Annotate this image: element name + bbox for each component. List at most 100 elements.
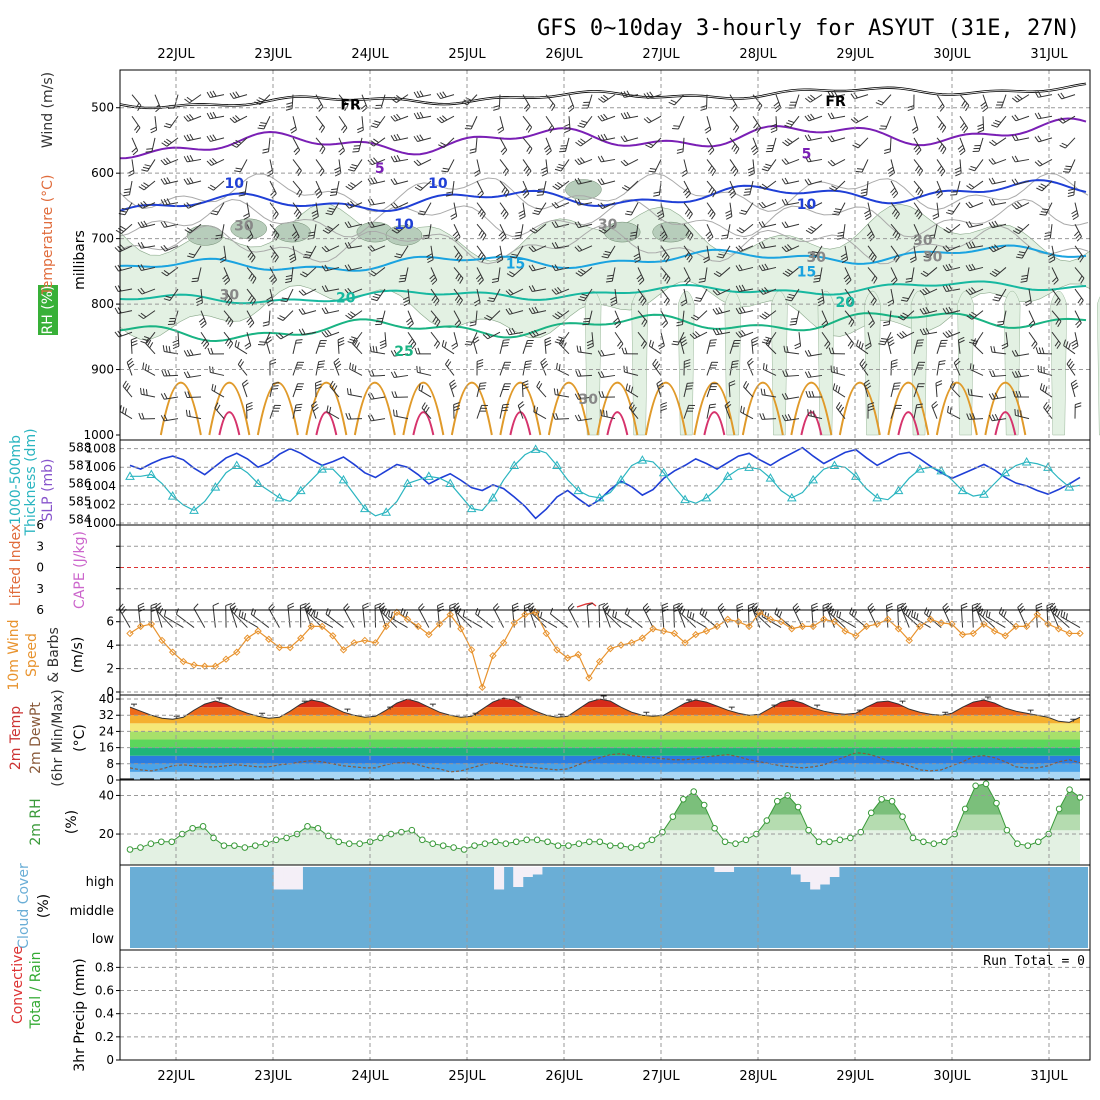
wind10m-barb-flag xyxy=(383,608,387,615)
upper-wind-barb-flag xyxy=(916,211,921,218)
upper-wind-barb-flag xyxy=(212,134,217,141)
upper-wind-barb-flag xyxy=(186,349,191,356)
upper-wind-barb-flag xyxy=(988,178,993,185)
upper-wind-barb-flag xyxy=(784,270,791,275)
upper-wind-barb xyxy=(767,331,777,345)
wind10m-point xyxy=(905,636,913,645)
upper-wind-barb-flag xyxy=(1011,134,1016,141)
temp-minmax-mark xyxy=(344,708,351,712)
upper-wind-barb-flag xyxy=(319,146,324,152)
upper-wind-barb-flag xyxy=(295,406,302,409)
upper-wind-barb-flag xyxy=(735,308,740,314)
upper-wind-barb-flag xyxy=(869,322,875,328)
upper-wind-barb-flag xyxy=(480,382,487,384)
upper-wind-barb-flag xyxy=(583,320,590,323)
wind10m-barb-flag xyxy=(528,605,535,611)
upper-wind-barb xyxy=(214,407,225,419)
upper-wind-barb-flag xyxy=(577,393,582,400)
upper-wind-barb-flag xyxy=(890,187,896,194)
upper-wind-barb xyxy=(303,288,317,296)
upper-wind-barb xyxy=(1015,158,1030,163)
upper-wind-barb-flag xyxy=(191,280,198,283)
upper-wind-barb-flag xyxy=(321,148,326,155)
upper-wind-barb xyxy=(1066,363,1076,376)
upper-wind-barb-flag xyxy=(630,386,634,393)
upper-wind-barb-flag xyxy=(994,244,1000,250)
upper-wind-barb xyxy=(200,310,207,324)
upper-wind-barb xyxy=(913,245,917,260)
contour-label: 15 xyxy=(506,257,525,273)
upper-wind-barb-flag xyxy=(971,241,976,248)
upper-wind-barb-flag xyxy=(784,221,789,228)
rh2m-point xyxy=(1034,838,1042,846)
temp-minmax-mark xyxy=(686,699,693,703)
wind10m-barb xyxy=(164,615,184,629)
upper-wind-barb-flag xyxy=(523,103,529,110)
upper-wind-barb xyxy=(493,288,501,302)
upper-wind-barb-flag xyxy=(579,345,582,353)
rh2m-point xyxy=(763,817,771,824)
millibars-axis-label: millibars xyxy=(72,230,88,290)
upper-wind-barb-flag xyxy=(1012,390,1016,398)
upper-wind-barb-flag xyxy=(825,343,831,350)
upper-wind-barb-flag xyxy=(212,210,219,213)
upper-wind-barb-flag xyxy=(587,345,594,350)
upper-wind-barb xyxy=(329,386,340,398)
cloud-gap-bar xyxy=(494,867,505,890)
upper-wind-barb-flag xyxy=(1076,322,1082,328)
upper-wind-barb xyxy=(499,245,504,260)
upper-wind-barb-flag xyxy=(126,385,131,392)
top-date-label: 30JUL xyxy=(933,47,971,62)
upper-wind-barb-flag xyxy=(971,263,976,270)
upper-wind-barb-flag xyxy=(995,293,1002,297)
upper-wind-barb-flag xyxy=(1075,402,1082,406)
upper-wind-barb-flag xyxy=(1011,179,1016,186)
rh2m-point xyxy=(231,842,238,849)
wind10m-barb xyxy=(176,613,195,628)
upper-wind-barb-flag xyxy=(600,349,605,356)
upper-wind-barb-flag xyxy=(554,241,559,248)
upper-wind-barb-flag xyxy=(865,215,872,220)
upper-wind-barb-flag xyxy=(1060,117,1066,123)
wind10m-point xyxy=(489,651,497,660)
wind10m-barb-flag xyxy=(913,611,916,619)
upper-wind-barb-flag xyxy=(348,169,355,172)
wind10m-barb-flag xyxy=(378,602,385,608)
upper-wind-barb xyxy=(509,310,524,315)
upper-wind-barb-flag xyxy=(759,413,763,420)
upper-wind-barb-flag xyxy=(994,392,999,399)
cloud-gap-bar xyxy=(791,867,802,875)
upper-wind-barb-flag xyxy=(433,340,439,347)
upper-wind-barb-flag xyxy=(730,193,736,199)
upper-wind-barb xyxy=(764,310,777,320)
upper-wind-barb-flag xyxy=(891,365,898,368)
upper-wind-barb xyxy=(338,159,342,174)
rh2m-point xyxy=(888,797,896,805)
upper-wind-barb xyxy=(384,332,387,347)
upper-wind-barb-flag xyxy=(342,127,348,134)
upper-wind-barb xyxy=(555,202,570,209)
rh2m-point xyxy=(419,836,426,844)
upper-wind-barb-flag xyxy=(554,288,560,294)
rh2m-point xyxy=(137,844,144,851)
upper-wind-barb xyxy=(752,137,759,152)
wind10m-barb-flag xyxy=(138,605,145,610)
upper-wind-barb-flag xyxy=(977,126,984,130)
wind10m-barb xyxy=(998,612,1017,628)
li-tick-label: 6 xyxy=(36,603,44,617)
upper-wind-barb-flag xyxy=(227,318,232,325)
upper-wind-barb xyxy=(331,202,340,215)
upper-wind-barb-flag xyxy=(744,191,751,193)
upper-wind-barb-flag xyxy=(554,264,559,271)
upper-wind-barb xyxy=(994,137,1007,147)
upper-wind-barb-flag xyxy=(600,96,607,102)
wind10m-point xyxy=(916,622,924,631)
upper-wind-barb-flag xyxy=(352,150,359,153)
upper-wind-barb-flag xyxy=(258,124,266,127)
upper-wind-barb-flag xyxy=(274,256,279,263)
wind10m-barb-flag xyxy=(455,606,460,613)
upper-wind-barb-flag xyxy=(892,230,897,237)
rh-contour-line xyxy=(119,225,1089,265)
rh2m-point xyxy=(168,838,176,846)
upper-wind-barb-flag xyxy=(871,275,876,282)
